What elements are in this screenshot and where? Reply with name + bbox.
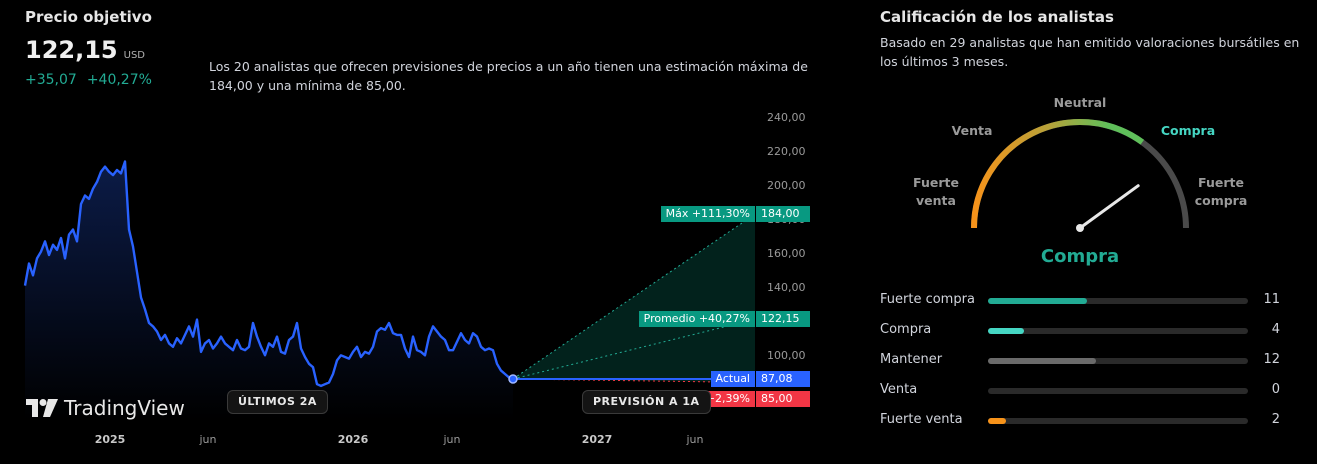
x-tick-label: 2025 [94,433,126,446]
gauge-needle [1078,184,1140,230]
rating-bar-fill [988,298,1087,304]
gauge-label-strong-sell: Fuerte venta [906,174,966,210]
tradingview-logo-icon [26,399,58,417]
x-tick-label: jun [443,433,461,446]
x-tick-label: jun [199,433,217,446]
change-abs: +35,07 [25,72,77,88]
history-area [25,161,513,420]
x-tick-label: 2026 [337,433,369,446]
rating-row-count: 12 [1263,352,1280,367]
rating-row-count: 2 [1271,412,1280,427]
forecast-range-cone [513,214,755,383]
forecast-avg-tag: Promedio +40,27% 122,15 [638,311,810,328]
forecast-avg-value: 122,15 [756,311,810,328]
forecast-current-label: Actual [710,370,755,387]
price-forecast-chart [23,160,756,420]
x-tick-label: jun [686,433,704,446]
forecast-min-value: 85,00 [756,390,810,407]
y-tick-label: 140,00 [767,281,806,294]
target-price-value: 122,15 [25,36,118,64]
y-tick-label: 240,00 [767,111,806,124]
rating-bar-fill [988,358,1096,364]
ratings-title: Calificación de los analistas [880,8,1114,26]
tradingview-logo-text: TradingView [64,396,185,420]
rating-bar-track [988,298,1248,304]
rating-row-label: Fuerte compra [880,292,975,307]
rating-gauge [971,118,1189,232]
gauge-label-buy: Compra [1160,123,1216,138]
current-price-dot [508,374,518,384]
target-change: +35,07 +40,27% [25,72,152,88]
forecast-max-value: 184,00 [756,206,810,223]
rating-bar-track [988,358,1248,364]
gauge-label-strong-sell-line1: Fuerte [913,175,959,190]
gauge-label-strong-buy: Fuerte compra [1190,174,1252,210]
forecast-avg-line [512,318,756,380]
forecast-description: Los 20 analistas que ofrecen previsiones… [209,59,808,93]
rating-row-label: Venta [880,382,918,397]
range-pill-forecast[interactable]: PREVISIÓN A 1A [582,390,711,414]
rating-row-label: Fuerte venta [880,412,963,427]
gauge-track [971,119,1189,229]
rating-row-label: Mantener [880,352,943,367]
forecast-max-tag: Máx +111,30% 184,00 [660,206,810,223]
y-tick-label: 220,00 [767,145,806,158]
gauge-label-neutral: Neutral [1053,95,1107,110]
forecast-current-tag: Actual 87,08 [710,370,810,387]
target-price: 122,15 USD [25,36,145,64]
range-pill-past[interactable]: ÚLTIMOS 2A [227,390,328,414]
y-tick-label: 160,00 [767,247,806,260]
change-pct: +40,27% [86,72,152,88]
forecast-max-line [512,213,756,380]
gauge-label-strong-sell-line2: venta [916,193,956,208]
tradingview-logo[interactable]: TradingView [26,396,185,420]
ratings-subtitle: Basado en 29 analistas que han emitido v… [880,35,1300,69]
currency-label: USD [123,50,145,61]
y-tick-label: 200,00 [767,179,806,192]
forecast-avg-label: Promedio +40,27% [638,311,755,328]
forecast-current-value: 87,08 [756,370,810,387]
y-tick-label: 100,00 [767,349,806,362]
gauge-hub [1076,224,1084,232]
rating-bar-track [988,328,1248,334]
rating-row-count: 11 [1263,292,1280,307]
forecast-max-label: Máx +111,30% [660,206,755,223]
rating-bar-fill [988,418,1006,424]
gauge-label-strong-buy-line2: compra [1194,193,1248,208]
rating-row-label: Compra [880,322,932,337]
rating-bar-fill [988,328,1024,334]
rating-bar-track [988,388,1248,394]
rating-bar-track [988,418,1248,424]
history-line [23,160,514,388]
rating-result: Compra [1040,246,1120,267]
price-target-title: Precio objetivo [25,8,152,26]
gauge-label-sell: Venta [951,123,993,138]
rating-row-count: 4 [1271,322,1280,337]
x-tick-label: 2027 [581,433,613,446]
rating-row-count: 0 [1271,382,1280,397]
gauge-label-strong-buy-line1: Fuerte [1198,175,1244,190]
gauge-fill [971,118,1145,229]
